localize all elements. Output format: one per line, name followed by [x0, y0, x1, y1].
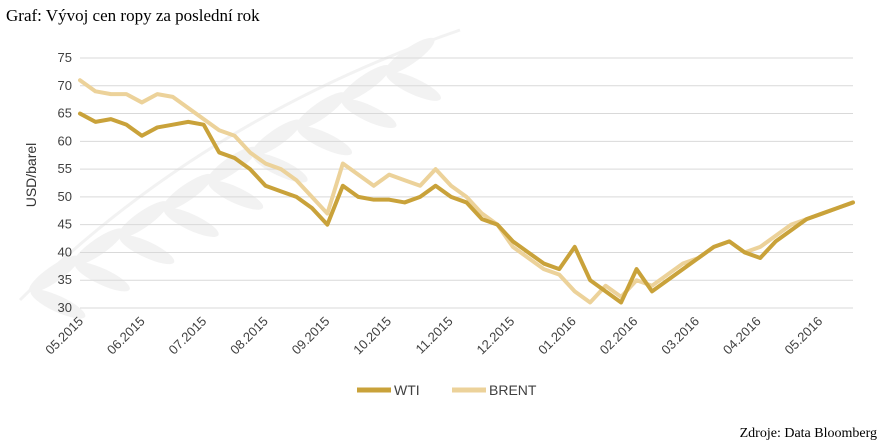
y-tick-label: 40 — [58, 244, 72, 259]
y-tick-label: 70 — [58, 78, 72, 93]
series-lines — [78, 78, 855, 305]
x-tick-label: 02.2016 — [597, 314, 641, 358]
y-tick-label: 75 — [58, 50, 72, 65]
y-tick-label: 45 — [58, 217, 72, 232]
chart-title: Graf: Vývoj cen ropy za poslední rok — [6, 6, 260, 25]
x-tick-label: 08.2015 — [227, 314, 271, 358]
y-axis-ticks: 30 35 40 45 50 55 60 65 70 75 — [58, 50, 72, 315]
x-tick-label: 05.2016 — [781, 314, 825, 358]
y-tick-label: 35 — [58, 272, 72, 287]
y-axis-label: USD/barel — [23, 143, 39, 208]
grid — [80, 57, 853, 309]
x-tick-label: 12.2015 — [473, 314, 517, 358]
series-line-wti — [78, 111, 855, 305]
y-tick-label: 60 — [58, 133, 72, 148]
x-tick-label: 06.2015 — [104, 314, 148, 358]
source-note: Zdroje: Data Bloomberg — [739, 426, 877, 441]
y-tick-label: 50 — [58, 189, 72, 204]
x-tick-label: 07.2015 — [165, 314, 209, 358]
x-tick-label: 01.2016 — [535, 314, 579, 358]
legend-label-wti: WTI — [394, 382, 420, 398]
x-tick-label: 05.2015 — [42, 314, 86, 358]
x-tick-label: 09.2015 — [289, 314, 333, 358]
y-tick-label: 55 — [58, 161, 72, 176]
legend-label-brent: BRENT — [489, 382, 537, 398]
x-axis-ticks: 05.2015 06.2015 07.2015 08.2015 09.2015 10.20… — [42, 314, 825, 358]
x-tick-label: 04.2016 — [720, 314, 764, 358]
x-tick-label: 03.2016 — [658, 314, 702, 358]
x-tick-label: 11.2015 — [413, 314, 456, 357]
x-tick-label: 10.2015 — [350, 314, 394, 358]
y-tick-label: 65 — [58, 106, 72, 121]
y-tick-label: 30 — [58, 300, 72, 315]
legend: WTI BRENT — [357, 382, 537, 398]
